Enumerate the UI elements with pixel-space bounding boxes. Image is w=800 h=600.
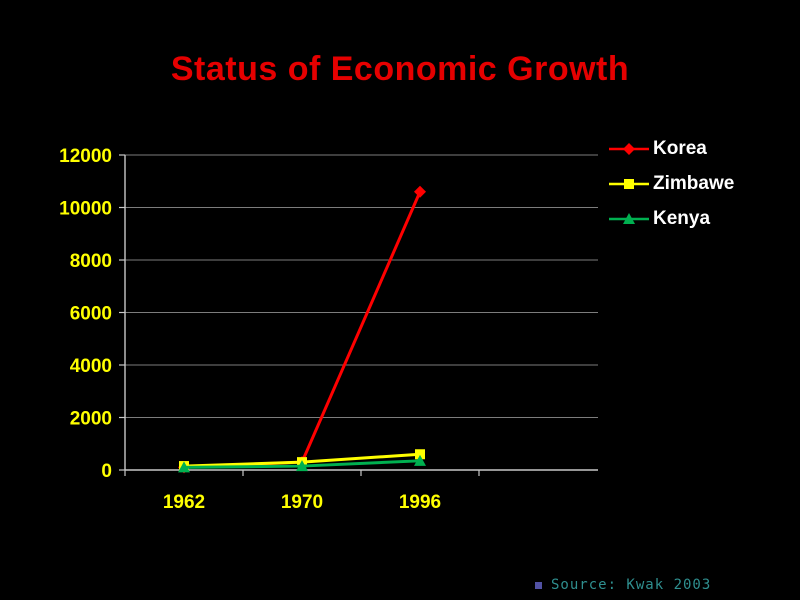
y-axis-label: 10000	[59, 199, 112, 220]
triangle-icon	[623, 213, 635, 224]
y-axis-label: 8000	[70, 251, 112, 272]
diamond-icon	[623, 143, 635, 155]
legend-item-kenya: Kenya	[608, 208, 734, 230]
square-legend-icon	[609, 179, 649, 189]
kenya-marker	[178, 461, 190, 473]
x-axis-label: 1962	[163, 492, 205, 513]
square-icon	[624, 179, 634, 189]
y-axis-label: 6000	[70, 304, 112, 325]
legend-label: Kenya	[653, 208, 711, 229]
zimbawe-marker	[415, 449, 425, 460]
diamond-legend-icon	[609, 143, 649, 155]
chart-legend: Korea Zimbawe Kenya	[608, 138, 734, 230]
kenya-marker	[414, 454, 426, 466]
triangle-legend-icon	[609, 213, 649, 224]
legend-label: Korea	[653, 138, 707, 159]
x-axis-label: 1996	[399, 492, 441, 513]
source-text: Source: Kwak 2003	[551, 577, 712, 593]
legend-item-zimbawe: Zimbawe	[608, 173, 734, 195]
x-axis-label: 1970	[281, 492, 323, 513]
korea-marker	[414, 185, 426, 198]
slide-title: Status of Economic Growth	[170, 50, 630, 88]
legend-item-korea: Korea	[608, 138, 734, 160]
square-bullet-icon	[535, 581, 542, 589]
kenya-marker	[296, 460, 308, 472]
legend-label: Zimbawe	[653, 173, 735, 194]
source-line: Source: Kwak 2003	[535, 577, 711, 593]
y-axis-label: 2000	[70, 409, 112, 430]
korea-series-line	[182, 190, 422, 469]
y-axis-label: 4000	[70, 356, 112, 377]
y-axis-label: 0	[101, 461, 112, 482]
y-axis-label: 12000	[59, 146, 112, 167]
